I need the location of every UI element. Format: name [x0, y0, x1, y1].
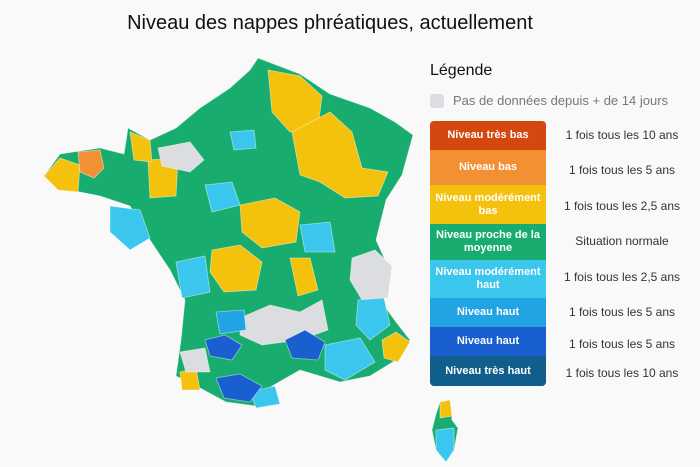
- region-low: [77, 149, 105, 179]
- legend-title: Légende: [430, 62, 493, 79]
- corsica-north: [439, 399, 453, 419]
- region-no-data: [157, 141, 205, 173]
- region-moderately-high: [109, 205, 151, 251]
- corsica-south: [435, 427, 455, 463]
- legend-item-moderately-high: Niveau modérément haut: [430, 260, 546, 298]
- legend-item-low: Niveau bas: [430, 150, 546, 185]
- region-very-high: [204, 334, 243, 361]
- region-moderately-low: [289, 257, 319, 297]
- legend-frequency: 1 fois tous les 5 ans: [568, 305, 676, 319]
- legend-item-very-high: Niveau très haut: [430, 356, 546, 386]
- region-moderately-high: [175, 255, 211, 299]
- no-data-label: Pas de données depuis + de 14 jours: [453, 93, 669, 108]
- region-very-high: [215, 373, 263, 403]
- legend-item-high: Niveau haut: [430, 298, 546, 327]
- region-no-data: [349, 249, 393, 301]
- legend-frequency: 1 fois tous les 2,5 ans: [563, 199, 681, 213]
- region-moderately-high: [324, 337, 376, 381]
- legend-frequency: 1 fois tous les 5 ans: [568, 337, 676, 351]
- legend-frequency: 1 fois tous les 5 ans: [568, 163, 676, 177]
- legend-item-moderately-low: Niveau modérément bas: [430, 185, 546, 224]
- region-moderately-low: [381, 331, 411, 363]
- region-moderately-low: [239, 197, 301, 249]
- legend-scale: Niveau très bas Niveau bas Niveau modéré…: [430, 121, 546, 386]
- legend-item-very-low: Niveau très bas: [430, 121, 546, 150]
- legend-frequency: 1 fois tous les 10 ans: [565, 128, 679, 142]
- legend-no-data: Pas de données depuis + de 14 jours: [430, 93, 668, 108]
- region-moderately-high: [204, 181, 241, 213]
- region-very-high: [284, 329, 326, 361]
- legend-frequency: 1 fois tous les 2,5 ans: [563, 270, 681, 284]
- legend-frequency: Situation normale: [575, 234, 669, 248]
- no-data-swatch: [430, 93, 444, 108]
- map-title: Niveau des nappes phréatiques, actuellem…: [127, 12, 533, 34]
- region-moderately-high: [299, 221, 336, 253]
- region-high: [215, 309, 247, 335]
- legend-frequency: 1 fois tous les 10 ans: [565, 366, 679, 380]
- legend-item-high-2: Niveau haut: [430, 327, 546, 356]
- region-moderately-high: [229, 129, 257, 151]
- region-moderately-low: [43, 157, 81, 193]
- region-moderately-low: [129, 131, 153, 163]
- legend-item-average: Niveau proche de la moyenne: [430, 224, 546, 260]
- region-moderately-low: [209, 244, 263, 293]
- region-moderately-low: [291, 111, 389, 199]
- region-no-data: [179, 347, 211, 373]
- region-moderately-high: [355, 297, 391, 341]
